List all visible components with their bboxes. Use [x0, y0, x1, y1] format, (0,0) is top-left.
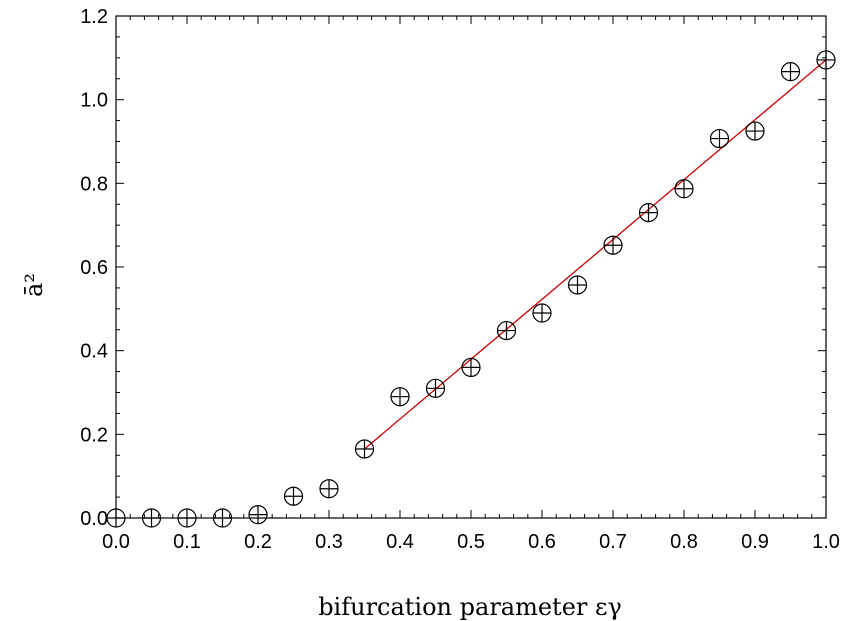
y-tick-label: 1.2	[80, 6, 108, 28]
y-tick-label: 0.4	[80, 341, 108, 363]
data-series	[106, 50, 836, 528]
x-tick-label: 0.2	[244, 531, 272, 553]
data-point	[638, 203, 659, 223]
data-point	[780, 62, 801, 82]
data-point	[745, 121, 765, 141]
y-tick-label: 1.0	[80, 90, 108, 112]
y-tick-label: 0.8	[80, 173, 108, 195]
x-tick-label: 0.4	[386, 531, 414, 553]
x-axis-ticks: 0.0 0.1 0.2 0.3 0.4 0.5 0.6 0.7 0.8 0.9 1.0	[102, 16, 840, 553]
data-point	[603, 235, 623, 255]
data-point	[674, 179, 694, 199]
data-point	[567, 275, 588, 295]
data-point	[212, 508, 233, 528]
y-axis-title: ā²	[20, 273, 48, 297]
data-point	[354, 439, 375, 459]
plot-area-frame	[115, 15, 827, 519]
x-tick-label: 1.0	[812, 531, 840, 553]
x-tick-label: 0.7	[599, 531, 627, 553]
y-axis-ticks: 0.0 0.2 0.4 0.6 0.8 1.0 1.2	[80, 6, 826, 530]
x-tick-label: 0.9	[741, 531, 769, 553]
x-tick-label: 0.3	[315, 531, 343, 553]
data-point	[425, 378, 446, 398]
data-point	[390, 387, 410, 407]
x-tick-label: 0.5	[457, 531, 485, 553]
data-point	[141, 508, 162, 528]
y-tick-label: 0.0	[80, 508, 108, 530]
data-point	[177, 508, 197, 528]
x-tick-label: 0.1	[173, 531, 201, 553]
y-tick-label: 0.6	[80, 257, 108, 279]
x-axis-title: bifurcation parameter εγ	[318, 593, 622, 621]
x-tick-label: 0.0	[102, 531, 130, 553]
y-tick-label: 0.2	[80, 424, 108, 446]
data-point	[532, 303, 552, 323]
data-point	[283, 486, 304, 506]
x-tick-label: 0.8	[670, 531, 698, 553]
data-point	[496, 320, 517, 341]
x-tick-label: 0.6	[528, 531, 556, 553]
data-point	[248, 505, 268, 525]
data-point	[709, 128, 730, 149]
data-point	[319, 479, 339, 499]
data-point	[816, 50, 836, 70]
fit-line	[364, 59, 827, 450]
data-point	[106, 508, 126, 528]
data-point	[461, 357, 481, 377]
